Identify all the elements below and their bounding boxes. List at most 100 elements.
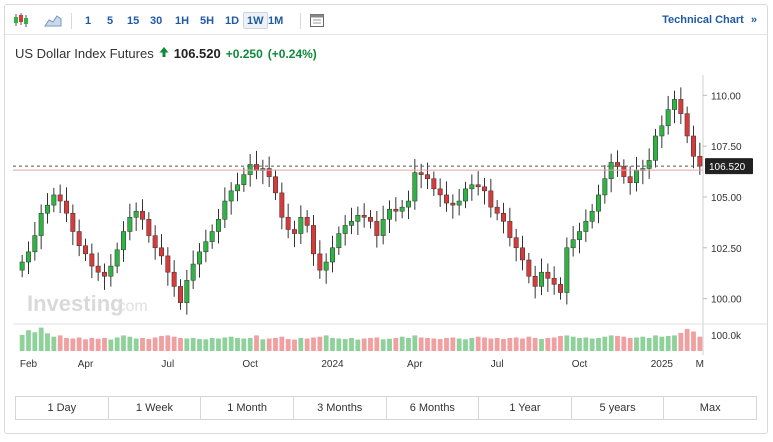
candle-up	[45, 204, 50, 214]
last-price-label: 106.520	[709, 162, 746, 173]
candle-down	[57, 194, 63, 202]
timeframe-5[interactable]: 5	[107, 15, 114, 27]
volume-bar	[184, 338, 190, 351]
volume-bar	[197, 339, 202, 351]
candlestick-chart-icon[interactable]	[11, 11, 31, 29]
investing-watermark-suffix: .com	[113, 298, 148, 315]
candle-down	[273, 176, 278, 194]
volume-bar	[45, 333, 50, 351]
candle-up	[355, 215, 361, 222]
candle-up	[298, 217, 304, 234]
volume-bar	[387, 338, 392, 351]
candle-down	[697, 156, 703, 167]
volume-bar	[298, 338, 304, 351]
instrument-price: 106.520	[173, 46, 221, 61]
range-1-year[interactable]: 1 Year	[479, 397, 572, 419]
timeframe-1[interactable]: 1	[85, 15, 92, 27]
range-max[interactable]: Max	[699, 402, 721, 414]
volume-bar	[247, 338, 253, 351]
calendar-icon[interactable]	[307, 11, 327, 29]
technical-chart-link[interactable]: Technical Chart »	[662, 14, 757, 26]
investing-watermark: Investing	[27, 291, 124, 316]
volume-bar	[558, 335, 563, 351]
volume-bar	[89, 338, 95, 351]
candle-up	[602, 178, 608, 196]
range-5-years[interactable]: 5 years	[572, 397, 665, 419]
candle-down	[393, 208, 399, 212]
candle-up	[456, 200, 462, 206]
candle-down	[165, 255, 171, 273]
volume-bar	[304, 338, 310, 351]
candle-up	[634, 170, 639, 183]
range-3-months[interactable]: 3 Months	[294, 397, 387, 419]
candle-up	[672, 99, 677, 110]
volume-bar	[95, 338, 101, 351]
candle-down	[488, 190, 494, 208]
timeframe-15[interactable]: 15	[127, 15, 140, 27]
volume-bar	[228, 336, 234, 351]
range-1-month[interactable]: 1 Month	[201, 397, 294, 419]
volume-bar	[412, 335, 418, 351]
volume-bar	[159, 335, 164, 351]
x-tick-label: 2025	[651, 359, 674, 370]
candle-up	[121, 231, 126, 251]
instrument-name: US Dollar Index Futures	[15, 46, 154, 61]
candle-up	[659, 125, 665, 137]
timeframe-5h[interactable]: 5H	[200, 15, 215, 27]
range-1-day[interactable]: 1 Day	[16, 397, 109, 419]
chart-toolbar: 1 5 15 30 1H 5H 1D 1W 1M Technical Chart »	[5, 5, 767, 35]
candle-up	[380, 219, 386, 236]
candle-up	[247, 164, 253, 175]
candle-down	[627, 176, 633, 183]
volume-bar	[83, 339, 88, 351]
volume-bar	[393, 338, 399, 351]
timeframe-1m[interactable]: 1M	[268, 15, 284, 27]
candle-down	[285, 217, 291, 230]
x-tick-label: M	[696, 359, 704, 370]
volume-bar	[482, 337, 487, 351]
range-6-months[interactable]: 6 Months	[387, 397, 480, 419]
candle-up	[577, 231, 582, 240]
candle-down	[64, 200, 69, 214]
candle-down	[678, 99, 684, 114]
volume-bar	[203, 339, 209, 351]
range-1-week[interactable]: 1 Week	[109, 397, 202, 419]
timeframe-1h[interactable]: 1H	[175, 15, 190, 27]
price-chart[interactable]: 110.00 107.50 105.00 102.50 100.00 100.0k Inve…	[5, 5, 767, 385]
toolbar-divider	[71, 13, 72, 29]
volume-bar	[311, 337, 316, 351]
candle-up	[336, 233, 342, 249]
candle-up	[469, 184, 475, 190]
volume-bar	[292, 339, 297, 351]
volume-bar	[279, 336, 285, 351]
volume-bar	[399, 336, 405, 351]
area-chart-icon[interactable]	[43, 11, 63, 29]
x-tick-label: Feb	[20, 359, 38, 370]
candle-down	[532, 275, 538, 287]
volume-bar	[583, 337, 589, 351]
volume-bar	[368, 338, 373, 351]
volume-bar	[475, 336, 481, 351]
volume-bar	[323, 335, 329, 351]
volume-bar	[114, 337, 120, 351]
volume-bar	[551, 337, 557, 351]
volume-bar	[209, 338, 215, 351]
chart-widget: 1 5 15 30 1H 5H 1D 1W 1M Technical Chart » US Do…	[4, 4, 768, 434]
up-arrow-icon	[159, 46, 169, 61]
volume-bar	[260, 339, 266, 351]
timeframe-1w[interactable]: 1W	[243, 12, 268, 29]
y-tick-label: 110.00	[711, 91, 741, 102]
volume-bar	[488, 338, 494, 351]
x-tick-label: 2024	[321, 359, 344, 370]
candle-down	[431, 178, 437, 190]
volume-bar	[564, 335, 570, 351]
volume-bar	[501, 339, 506, 351]
candle-up	[646, 160, 652, 169]
timeframe-30[interactable]: 30	[150, 15, 163, 27]
timeframe-1d[interactable]: 1D	[225, 15, 240, 27]
range-selector: 1 Day 1 Week 1 Month 3 Months 6 Months 1 Year…	[15, 396, 757, 420]
candle-down	[266, 168, 272, 177]
volume-bar	[450, 337, 456, 351]
candle-up	[108, 265, 114, 277]
x-tick-label: Jul	[161, 359, 174, 370]
